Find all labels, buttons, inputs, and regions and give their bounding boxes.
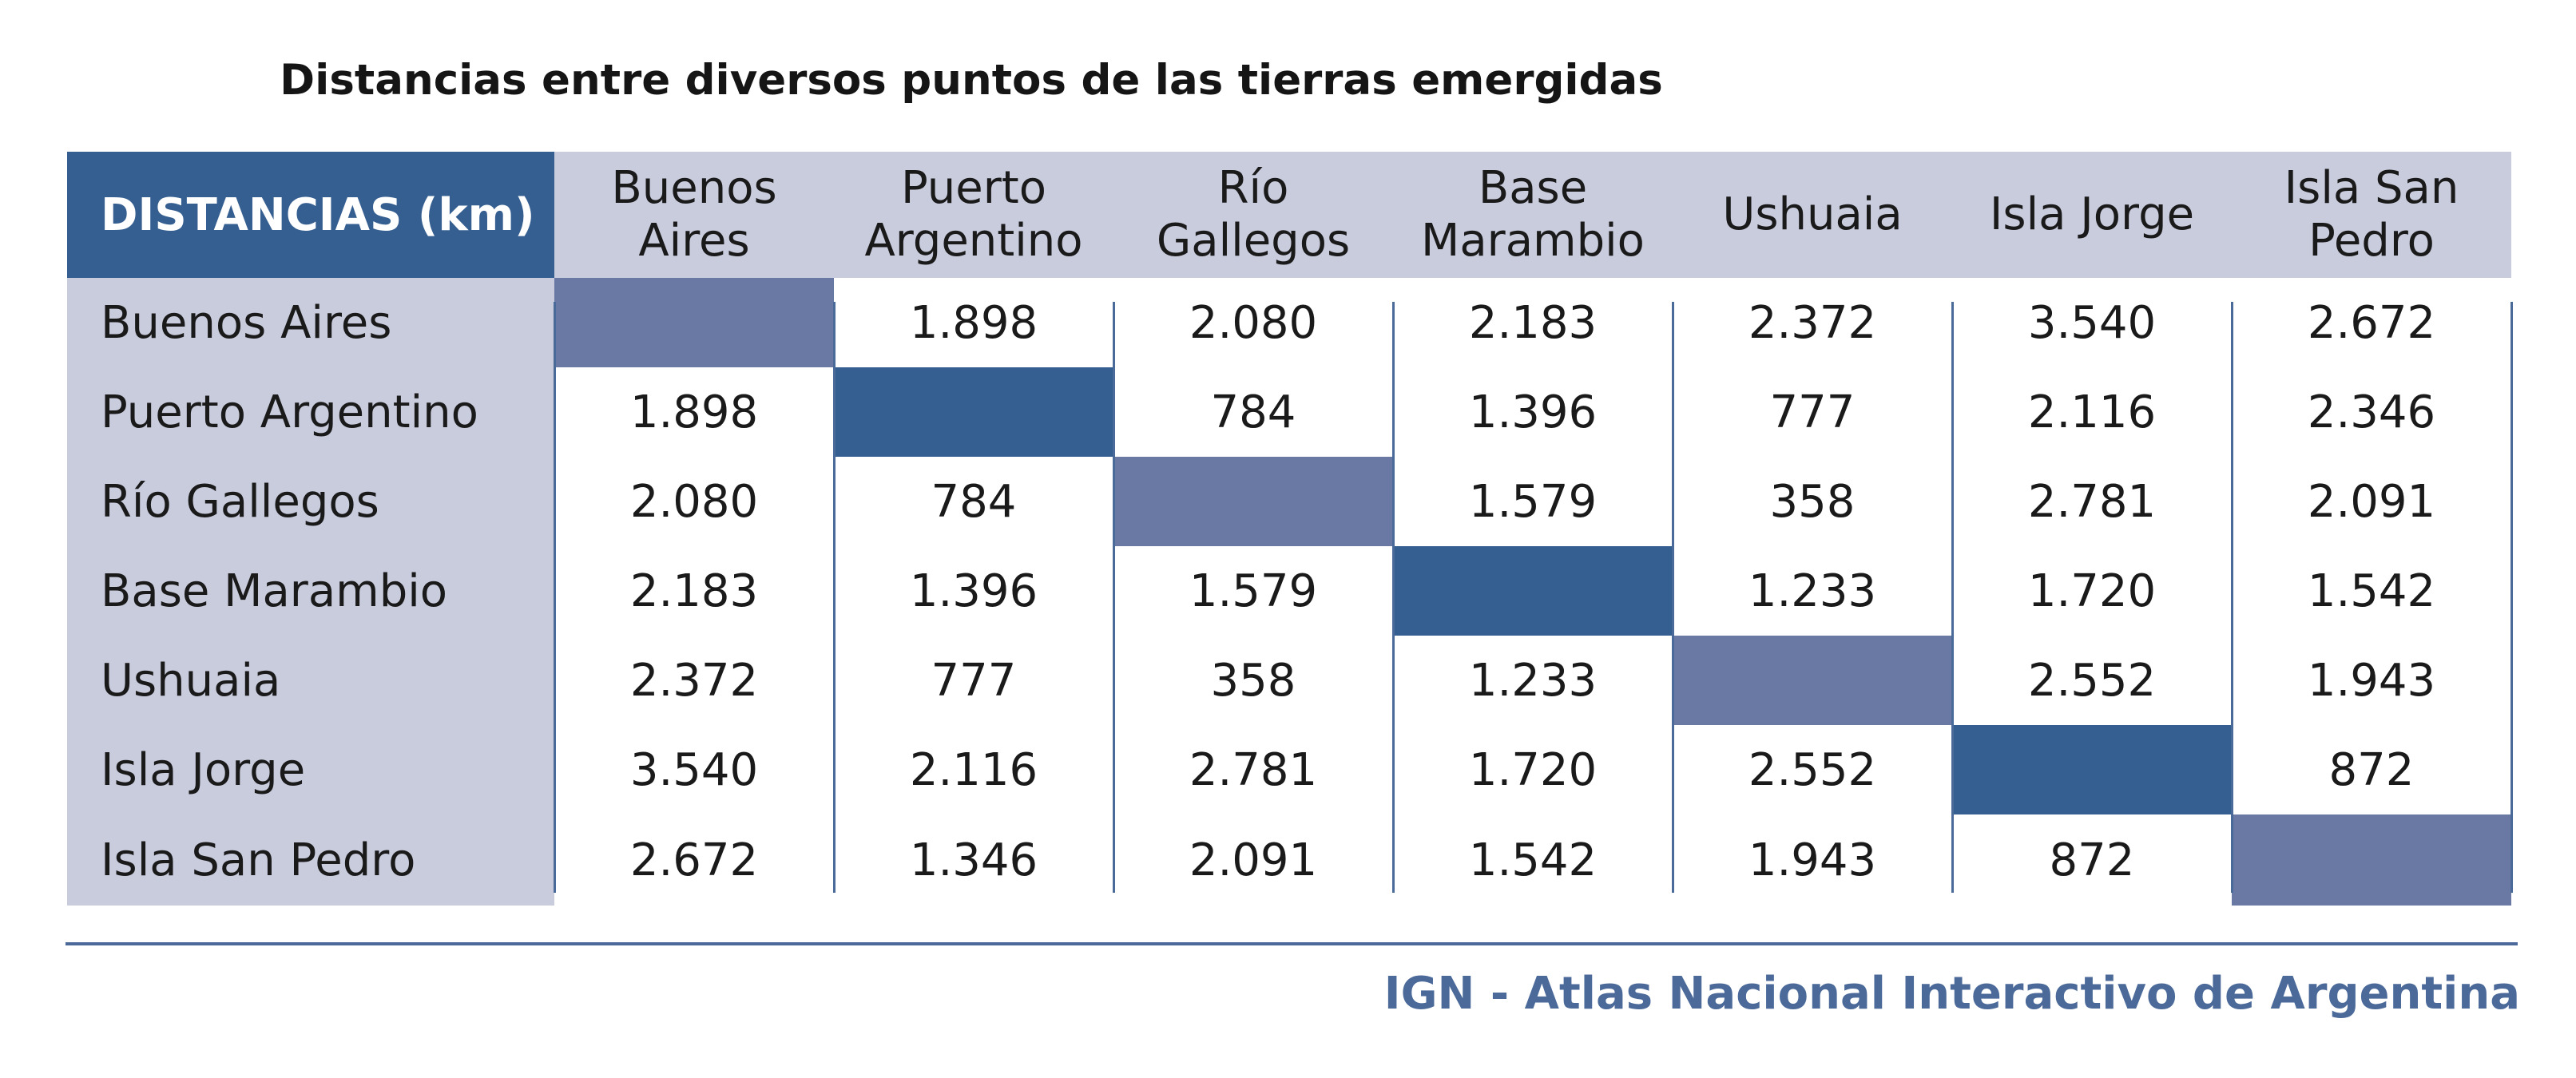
distance-cell: 2.116	[909, 743, 1038, 796]
distance-cell: 1.542	[1468, 834, 1598, 886]
column-header: Isla San Pedro	[2232, 152, 2511, 278]
distance-cell: 1.579	[1468, 475, 1598, 528]
column-header-line: Aires	[638, 215, 750, 267]
distance-cell: 2.781	[1189, 743, 1318, 796]
distance-cell: 1.346	[909, 834, 1038, 886]
distance-cell: 3.540	[2027, 296, 2157, 349]
distance-cell: 1.898	[909, 296, 1038, 349]
diagonal-cell	[1673, 636, 1952, 725]
distance-cell: 2.080	[1189, 296, 1318, 349]
column-header: Río Gallegos	[1113, 152, 1393, 278]
distance-cell: 2.183	[1468, 296, 1598, 349]
distance-cell: 872	[2049, 834, 2135, 886]
distance-cell: 2.183	[629, 565, 759, 617]
column-header: Base Marambio	[1393, 152, 1673, 278]
distance-cell: 1.233	[1468, 654, 1598, 707]
column-header: Ushuaia	[1673, 152, 1952, 278]
diagonal-cell	[554, 278, 834, 367]
distance-cell: 3.540	[629, 743, 759, 796]
column-header-line: Isla Jorge	[1989, 188, 2195, 240]
column-header-line: Pedro	[2308, 215, 2435, 267]
column-header-line: Puerto	[901, 162, 1046, 214]
distance-cell: 2.552	[2027, 654, 2157, 707]
distance-cell: 2.781	[2027, 475, 2157, 528]
row-label: Buenos Aires	[67, 278, 554, 367]
row-label: Isla Jorge	[67, 725, 554, 814]
column-header-line: Río	[1217, 162, 1289, 214]
distance-cell: 358	[1210, 654, 1296, 707]
column-separator	[833, 302, 836, 893]
distance-cell: 358	[1769, 475, 1856, 528]
row-label: Río Gallegos	[67, 457, 554, 546]
diagonal-cell	[834, 367, 1113, 457]
column-header: Buenos Aires	[554, 152, 834, 278]
distance-cell: 784	[1210, 386, 1296, 438]
diagonal-cell	[2232, 814, 2511, 906]
column-header-line: Ushuaia	[1722, 188, 1903, 240]
column-header-line: Isla San	[2284, 162, 2459, 214]
diagonal-cell	[1113, 457, 1393, 546]
column-header-line: Base	[1478, 162, 1588, 214]
row-label: Ushuaia	[67, 636, 554, 725]
distance-cell: 2.091	[2307, 475, 2436, 528]
distance-cell: 1.542	[2307, 565, 2436, 617]
distance-cell: 1.396	[1468, 386, 1598, 438]
column-header-line: Marambio	[1421, 215, 1645, 267]
column-header: Puerto Argentino	[834, 152, 1113, 278]
corner-header: DISTANCIAS (km)	[67, 152, 554, 278]
row-label: Isla San Pedro	[67, 814, 554, 906]
column-separator	[554, 302, 556, 893]
column-header-line: Argentino	[864, 215, 1083, 267]
column-header: Isla Jorge	[1952, 152, 2232, 278]
column-separator	[1392, 302, 1395, 893]
distance-cell: 872	[2328, 743, 2415, 796]
row-label: Base Marambio	[67, 546, 554, 636]
distance-cell: 1.720	[2027, 565, 2157, 617]
distance-cell: 2.346	[2307, 386, 2436, 438]
distance-matrix: DISTANCIAS (km) Buenos Aires Puerto Argentin…	[67, 152, 2513, 907]
distance-cell: 1.720	[1468, 743, 1598, 796]
column-separator	[1113, 302, 1115, 893]
distance-cell: 1.943	[2307, 654, 2436, 707]
distance-cell: 784	[931, 475, 1017, 528]
table-title: Distancias entre diversos puntos de las …	[280, 56, 1663, 105]
distance-cell: 1.579	[1189, 565, 1318, 617]
source-credit: IGN - Atlas Nacional Interactivo de Arge…	[1383, 968, 2520, 1020]
column-header-line: Gallegos	[1156, 215, 1351, 267]
distance-cell: 2.672	[629, 834, 759, 886]
distance-cell: 2.372	[1748, 296, 1877, 349]
distance-cell: 2.080	[629, 475, 759, 528]
footer-divider	[65, 942, 2518, 945]
column-separator	[1951, 302, 1954, 893]
distance-cell: 1.233	[1748, 565, 1877, 617]
distance-cell: 1.898	[629, 386, 759, 438]
distance-cell: 2.552	[1748, 743, 1877, 796]
distance-cell: 2.672	[2307, 296, 2436, 349]
distance-cell: 1.396	[909, 565, 1038, 617]
column-separator	[2231, 302, 2233, 893]
diagonal-cell	[1393, 546, 1673, 636]
distance-cell: 777	[931, 654, 1017, 707]
diagonal-cell	[1952, 725, 2232, 814]
column-separator	[1672, 302, 1674, 893]
column-header-line: Buenos	[611, 162, 777, 214]
distance-cell: 2.091	[1189, 834, 1318, 886]
distance-cell: 2.372	[629, 654, 759, 707]
distance-cell: 1.943	[1748, 834, 1877, 886]
distance-cell: 2.116	[2027, 386, 2157, 438]
column-separator	[2511, 302, 2513, 893]
row-label: Puerto Argentino	[67, 367, 554, 457]
distance-cell: 777	[1769, 386, 1856, 438]
